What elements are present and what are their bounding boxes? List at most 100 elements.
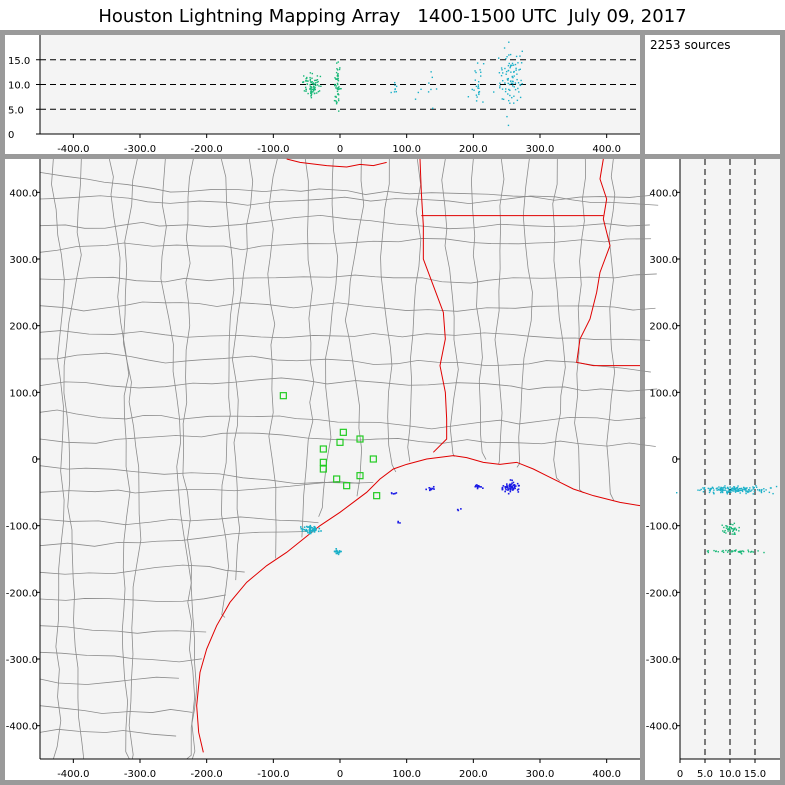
source-point — [508, 41, 510, 43]
y-tick-label: 5.0 — [8, 105, 24, 116]
source-point — [504, 82, 506, 84]
source-point — [747, 489, 750, 491]
source-point — [511, 489, 514, 491]
source-point — [309, 85, 312, 88]
source-point — [722, 487, 724, 490]
source-point — [431, 76, 434, 79]
source-point — [394, 492, 396, 495]
source-point — [471, 88, 473, 91]
source-point — [306, 77, 308, 80]
source-point — [504, 487, 507, 489]
source-point — [712, 491, 715, 494]
source-point — [731, 533, 733, 535]
lma-station — [333, 475, 341, 483]
source-point — [743, 488, 746, 491]
source-point — [703, 488, 705, 490]
county-line — [160, 158, 196, 760]
source-point — [509, 80, 512, 83]
source-point — [477, 81, 480, 83]
source-point — [735, 488, 737, 491]
source-point — [335, 548, 338, 550]
source-point — [716, 489, 718, 491]
source-point — [519, 55, 521, 57]
source-point — [435, 88, 438, 90]
source-point — [505, 57, 507, 60]
y-tick-label: -200.0 — [6, 588, 38, 599]
source-point — [478, 91, 480, 94]
source-point — [307, 531, 309, 534]
source-point — [456, 508, 459, 511]
source-point — [312, 83, 315, 85]
source-point — [752, 486, 754, 488]
source-point — [514, 63, 517, 66]
source-point — [700, 488, 702, 491]
county-line — [39, 564, 245, 575]
source-point — [763, 490, 765, 493]
source-point — [309, 524, 312, 527]
county-line — [39, 214, 650, 230]
source-point — [744, 487, 746, 490]
source-point — [760, 489, 763, 492]
source-point — [320, 530, 322, 532]
source-point — [310, 89, 312, 91]
source-point — [425, 488, 427, 491]
county-line — [232, 158, 254, 581]
source-point — [733, 522, 736, 525]
source-point — [334, 77, 336, 79]
source-point — [508, 485, 511, 488]
y-tick-label: 400.0 — [9, 188, 38, 199]
source-point — [429, 488, 431, 491]
county-line — [39, 728, 177, 737]
lma-station — [319, 465, 327, 473]
county-line — [494, 158, 505, 465]
source-point — [478, 87, 480, 90]
source-point — [747, 551, 750, 553]
source-point — [310, 86, 313, 88]
county-line — [39, 409, 646, 430]
source-point — [309, 72, 312, 74]
source-point — [509, 487, 511, 490]
source-point — [317, 80, 319, 83]
source-point — [309, 84, 311, 86]
source-point — [508, 83, 511, 86]
source-point — [310, 92, 312, 95]
y-tick-label: -100.0 — [6, 522, 38, 533]
y-tick-label: 400.0 — [649, 188, 678, 199]
y-tick-label: 0 — [672, 455, 678, 466]
y-tick-label: 200.0 — [9, 322, 38, 333]
source-point — [337, 551, 340, 554]
source-point — [309, 532, 312, 535]
source-point — [507, 99, 510, 102]
source-point — [337, 98, 340, 100]
source-point — [722, 489, 724, 491]
source-point — [334, 95, 336, 98]
source-point — [722, 551, 725, 554]
source-point — [519, 96, 522, 99]
source-point — [336, 68, 338, 70]
source-point — [740, 553, 743, 555]
tx-la-border — [419, 158, 448, 453]
source-point — [513, 486, 516, 489]
county-lines — [39, 158, 659, 760]
source-point — [306, 76, 308, 79]
x-tick-label: -200.0 — [191, 144, 223, 155]
source-point — [504, 90, 507, 93]
source-point — [739, 550, 741, 552]
source-point — [737, 551, 740, 553]
county-line — [39, 432, 656, 447]
source-point — [315, 79, 317, 81]
source-point — [306, 80, 308, 82]
source-point — [308, 530, 311, 532]
source-point — [501, 488, 504, 491]
source-point — [508, 54, 510, 56]
source-point — [721, 491, 723, 493]
source-point — [509, 94, 511, 97]
source-point — [760, 490, 762, 493]
source-point — [460, 508, 462, 510]
source-point — [720, 489, 722, 492]
source-point — [307, 92, 309, 95]
source-point — [728, 489, 730, 491]
source-point — [511, 75, 514, 78]
source-point — [727, 490, 730, 493]
source-point — [729, 526, 731, 528]
